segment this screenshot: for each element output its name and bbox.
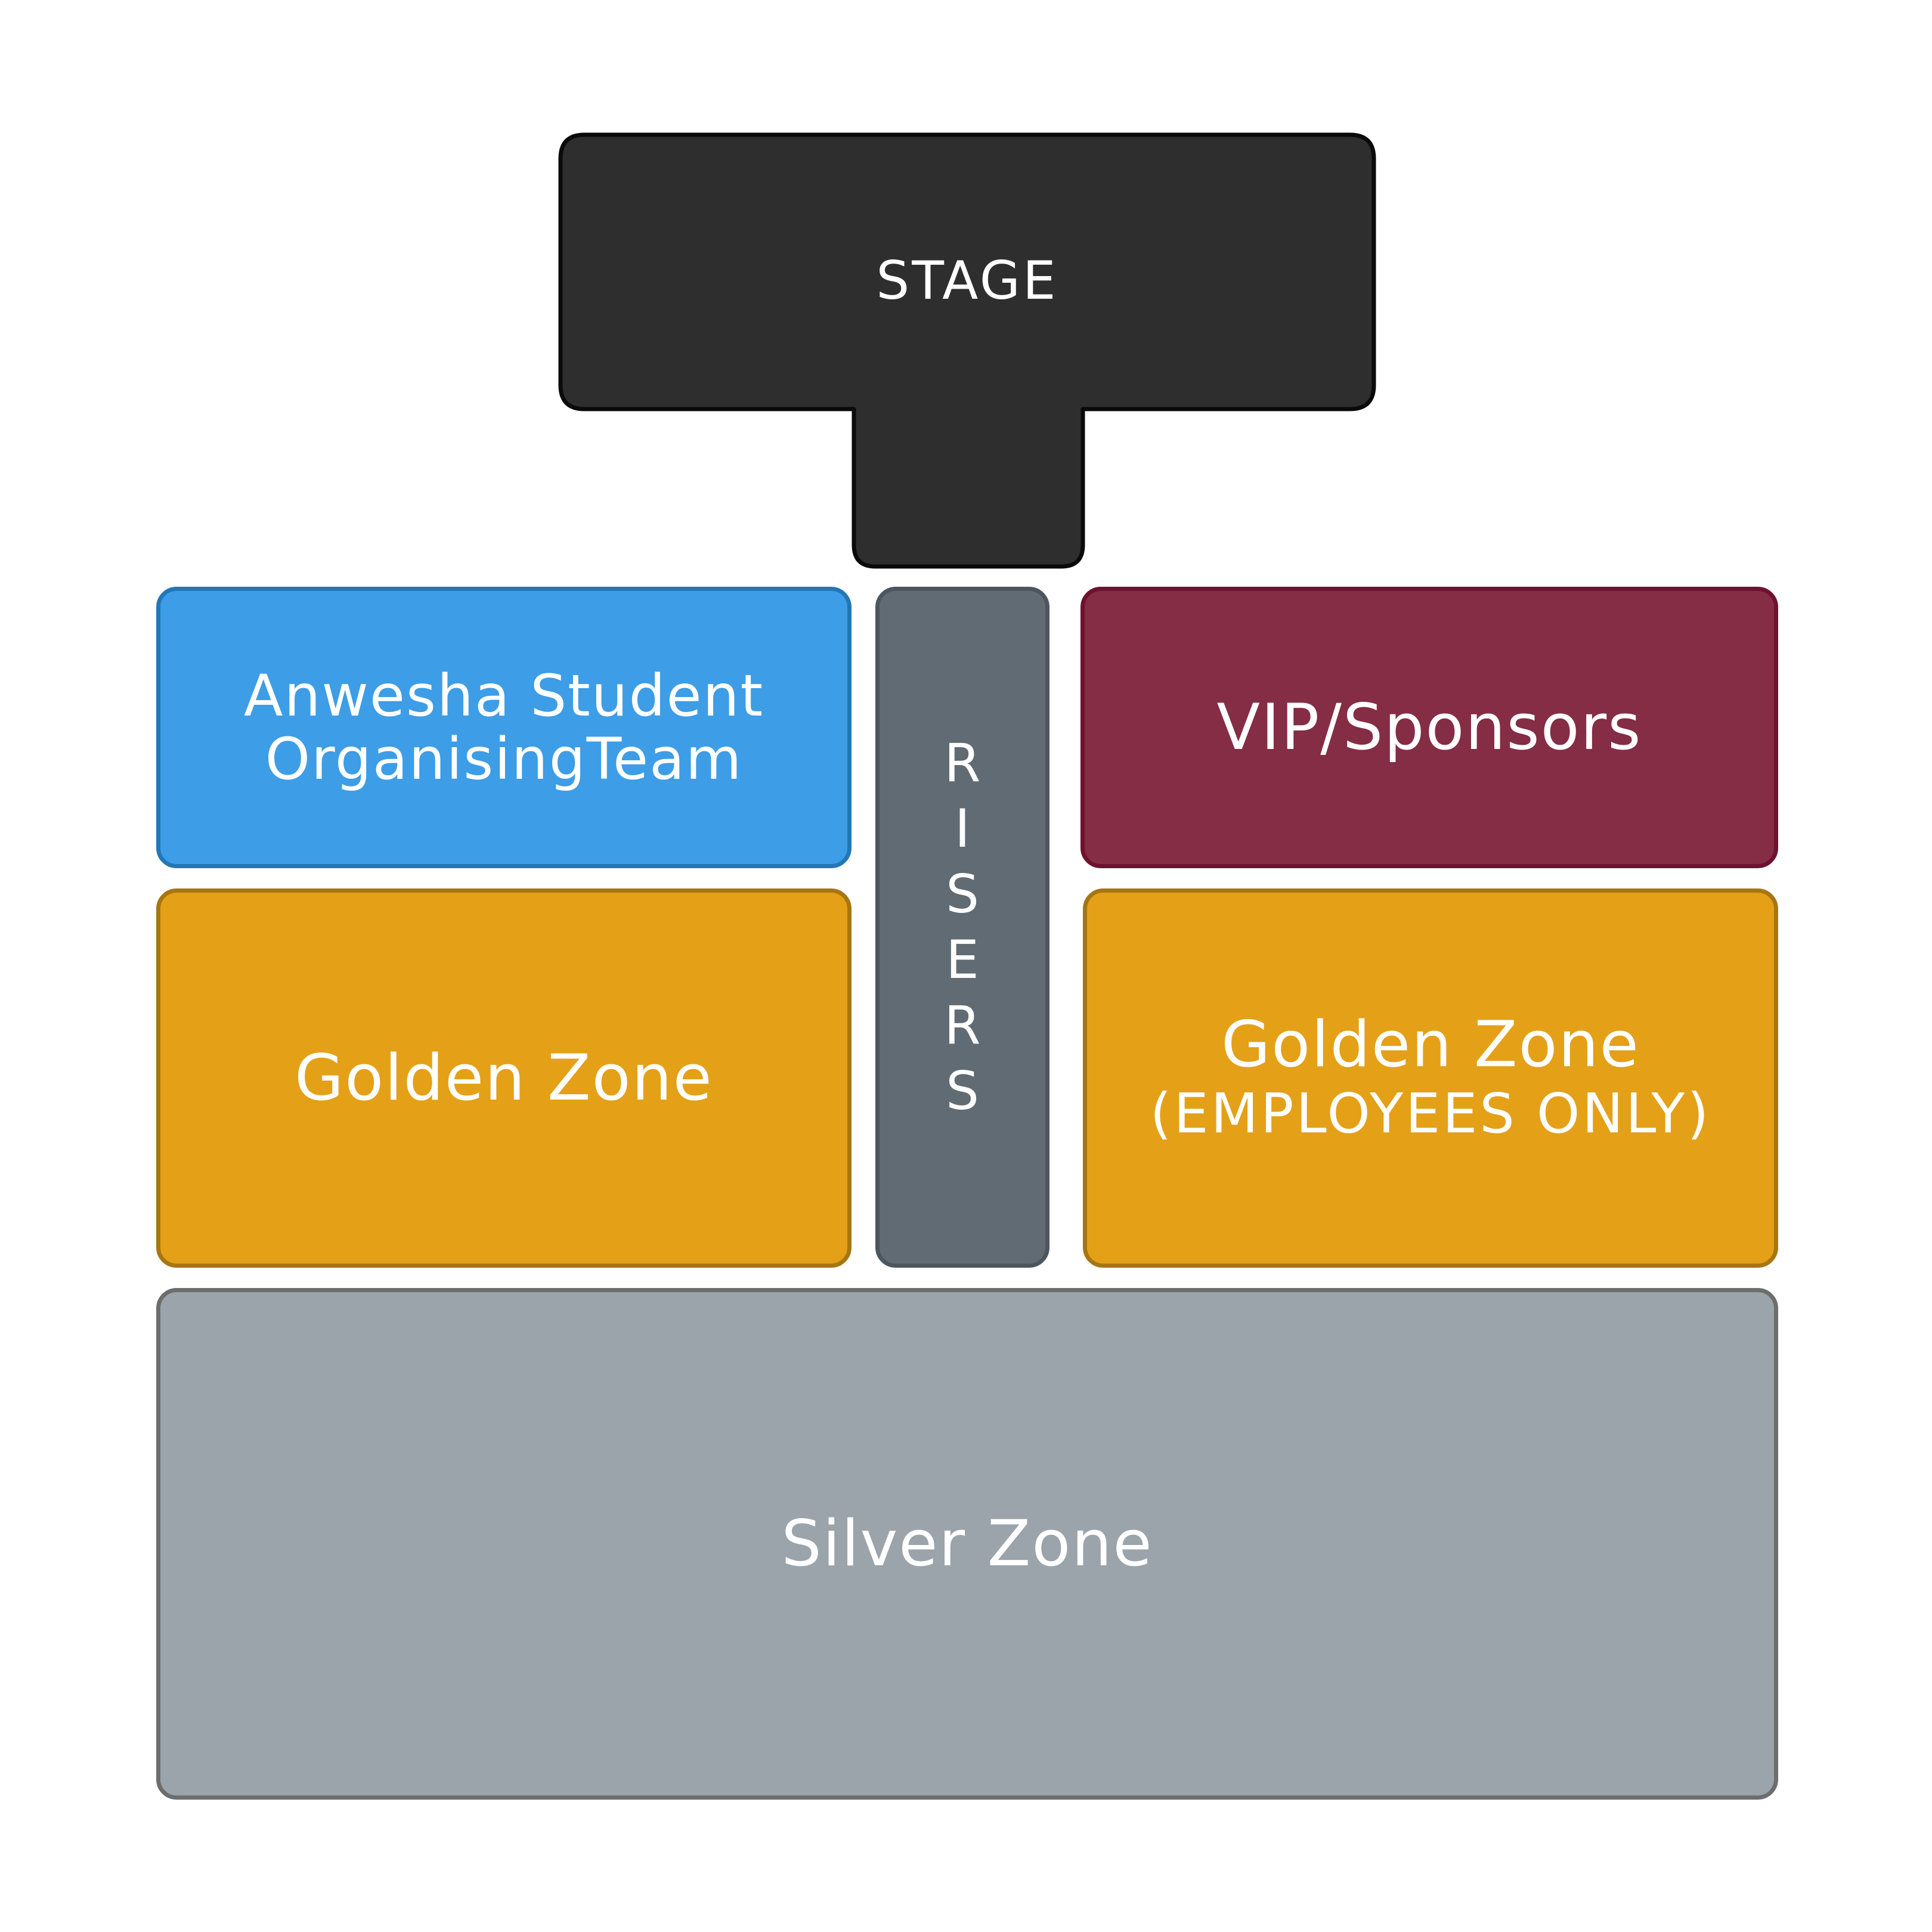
zone-golden-employees-sublabel: (EMPLOYEES ONLY): [1150, 1082, 1711, 1145]
zone-silver-label: Silver Zone: [781, 1507, 1153, 1580]
zone-student-team-label-line1: Anwesha Student: [243, 662, 764, 729]
risers-letter: R: [944, 995, 981, 1056]
zone-golden-left-label: Golden Zone: [295, 1041, 713, 1114]
risers[interactable]: R I S E R S: [875, 587, 1049, 1268]
zone-student-team[interactable]: Anwesha Student OrganisingTeam: [156, 587, 852, 868]
zone-student-team-label-line2: OrganisingTeam: [265, 726, 743, 792]
stage-label: STAGE: [876, 249, 1058, 311]
zone-golden-employees[interactable]: Golden Zone (EMPLOYEES ONLY): [1083, 888, 1778, 1268]
risers-letter: E: [946, 929, 979, 990]
risers-letter: I: [955, 798, 970, 859]
zone-vip-sponsors[interactable]: VIP/Sponsors: [1080, 587, 1778, 868]
zone-silver[interactable]: Silver Zone: [156, 1288, 1778, 1800]
risers-letter: S: [946, 863, 979, 925]
risers-letter: R: [944, 732, 981, 794]
risers-letter: S: [946, 1060, 979, 1122]
zone-vip-sponsors-label: VIP/Sponsors: [1216, 691, 1642, 764]
zone-golden-employees-label: Golden Zone: [1221, 1008, 1640, 1081]
zone-golden-left[interactable]: Golden Zone: [156, 888, 852, 1268]
